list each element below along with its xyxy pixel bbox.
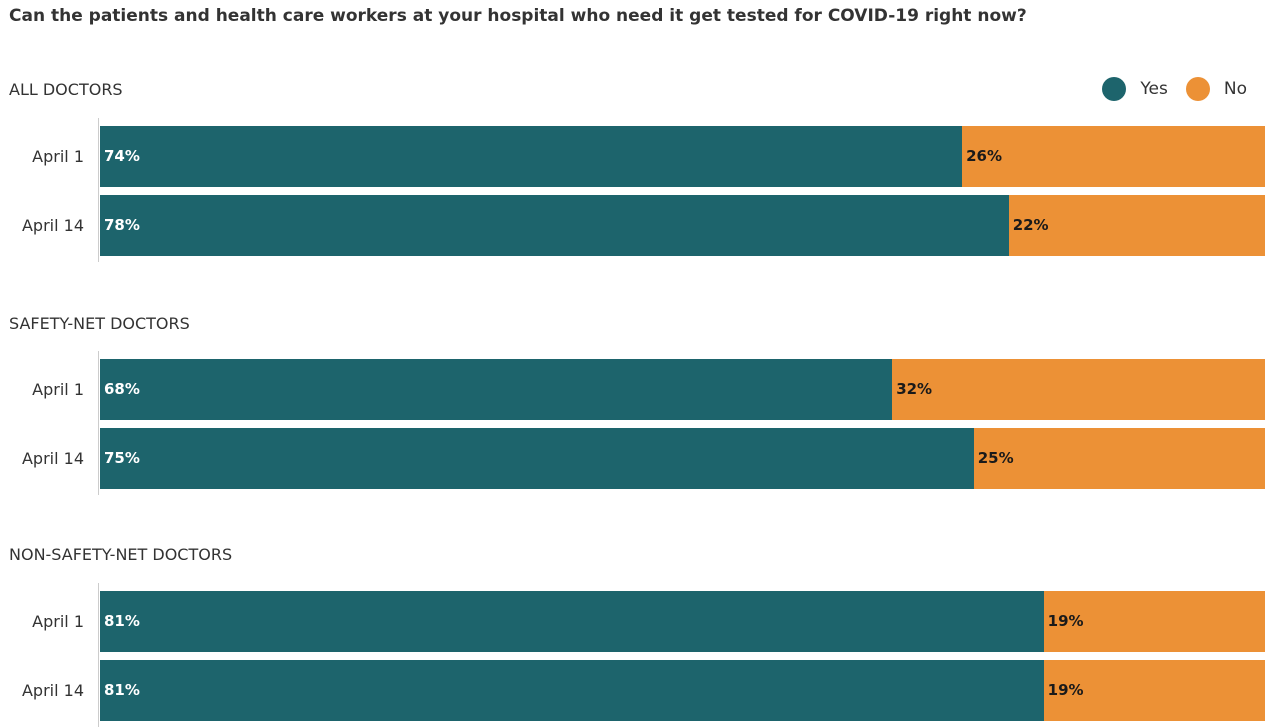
data-label-yes: 75% — [104, 449, 140, 467]
legend-item-no: No — [1185, 77, 1247, 101]
bar-no — [1043, 591, 1265, 652]
bar-yes — [100, 126, 963, 187]
bar-no — [892, 359, 1265, 420]
legend-swatch-yes — [1102, 77, 1127, 101]
bar-yes — [100, 428, 974, 489]
data-label-no: 26% — [966, 147, 1002, 165]
bar-yes — [100, 359, 893, 420]
category-axis-line — [98, 351, 99, 495]
category-label: April 1 — [32, 612, 84, 631]
data-label-no: 25% — [977, 449, 1014, 467]
data-label-no: 19% — [1047, 681, 1084, 699]
data-label-yes: 74% — [104, 147, 140, 165]
data-label-yes: 78% — [104, 216, 140, 234]
bar-no — [1008, 195, 1265, 256]
category-axis-line — [98, 583, 99, 727]
data-label-yes: 81% — [104, 681, 140, 699]
category-label: April 14 — [21, 216, 84, 235]
group-label: ALL DOCTORS — [9, 80, 123, 99]
legend-label-yes: Yes — [1140, 79, 1168, 99]
legend: Yes No — [1084, 77, 1247, 101]
chart-title: Can the patients and health care workers… — [9, 6, 1027, 26]
data-label-no: 19% — [1047, 612, 1084, 630]
category-label: April 1 — [32, 147, 84, 166]
data-label-no: 32% — [896, 380, 933, 398]
category-axis-line — [98, 118, 99, 262]
data-label-yes: 81% — [104, 612, 140, 630]
bar-no — [973, 428, 1265, 489]
category-label: April 1 — [32, 380, 84, 399]
bar-yes — [100, 591, 1044, 652]
category-label: April 14 — [21, 681, 84, 700]
bar-yes — [100, 195, 1009, 256]
data-label-yes: 68% — [104, 380, 140, 398]
legend-label-no: No — [1223, 79, 1247, 99]
category-label: April 14 — [21, 449, 84, 468]
legend-item-yes: Yes — [1102, 77, 1168, 101]
bar-no — [962, 126, 1265, 187]
bar-no — [1043, 660, 1265, 721]
bar-yes — [100, 660, 1044, 721]
data-label-no: 22% — [1012, 216, 1049, 234]
legend-swatch-no — [1185, 77, 1210, 101]
group-label: SAFETY-NET DOCTORS — [9, 314, 190, 333]
group-label: NON-SAFETY-NET DOCTORS — [9, 545, 233, 564]
